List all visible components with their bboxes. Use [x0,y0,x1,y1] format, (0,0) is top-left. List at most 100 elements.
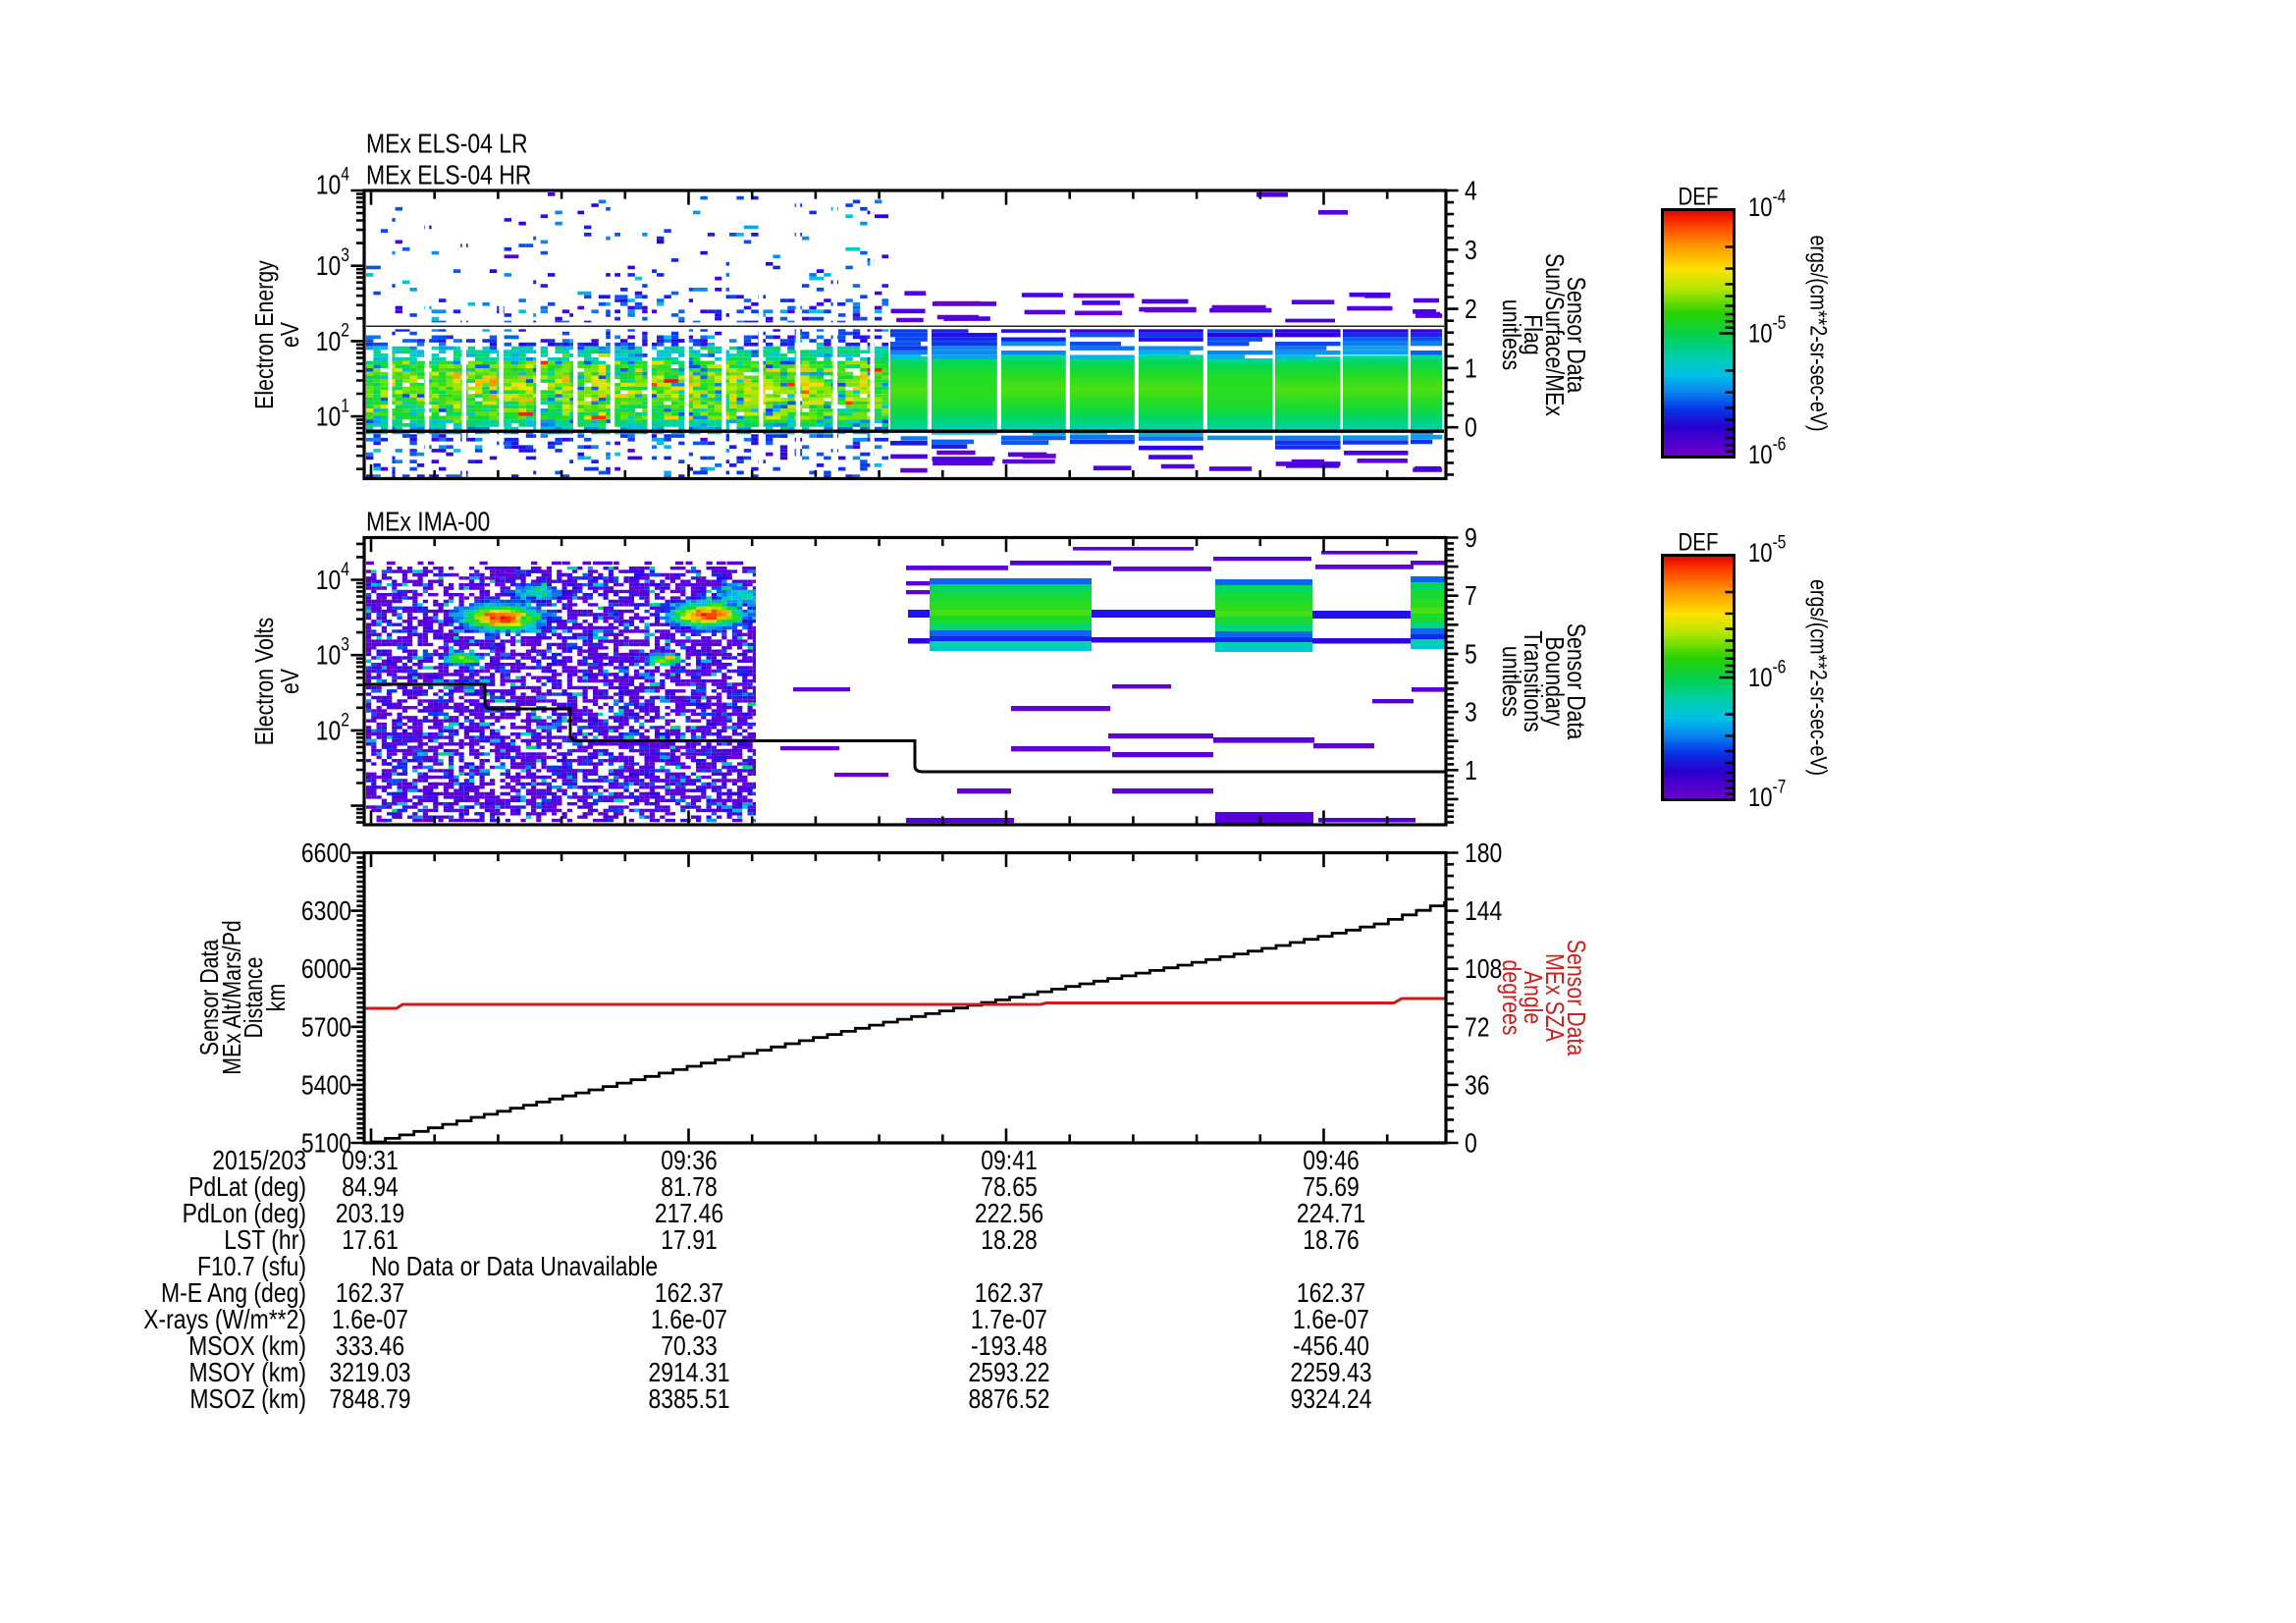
svg-text:10: 10 [1748,783,1773,812]
svg-text:09:36: 09:36 [661,1145,718,1175]
svg-text:3: 3 [1465,697,1477,728]
svg-text:203.19: 203.19 [336,1198,404,1228]
svg-text:eV: eV [275,668,304,694]
svg-text:10: 10 [1748,192,1773,222]
svg-text:5700: 5700 [301,1011,351,1042]
svg-text:10: 10 [316,640,342,671]
svg-text:LST (hr): LST (hr) [224,1224,306,1255]
svg-text:18.76: 18.76 [1303,1224,1360,1255]
svg-text:2259.43: 2259.43 [1291,1357,1372,1387]
svg-text:4: 4 [341,164,349,185]
svg-text:Sensor Data: Sensor Data [1562,623,1591,740]
svg-text:162.37: 162.37 [1297,1277,1365,1308]
svg-text:7: 7 [1465,580,1477,611]
svg-text:unitless: unitless [1497,299,1526,370]
svg-text:0: 0 [1465,1128,1477,1159]
svg-text:162.37: 162.37 [655,1277,723,1308]
svg-text:MSOY (km): MSOY (km) [189,1357,307,1387]
svg-text:17.91: 17.91 [661,1224,718,1255]
svg-text:1.6e-07: 1.6e-07 [1293,1304,1369,1334]
svg-text:-4: -4 [1773,188,1787,208]
svg-text:0: 0 [1465,412,1477,443]
svg-text:10: 10 [1748,663,1773,692]
svg-text:X-rays (W/m**2): X-rays (W/m**2) [143,1304,306,1334]
svg-text:9: 9 [1465,522,1477,553]
svg-text:Electron Volts: Electron Volts [249,618,279,745]
svg-text:MEx IMA-00: MEx IMA-00 [366,507,490,537]
svg-text:-7: -7 [1773,778,1787,798]
svg-text:333.46: 333.46 [336,1330,404,1361]
svg-text:1: 1 [341,396,349,416]
svg-text:3219.03: 3219.03 [330,1357,411,1387]
svg-text:162.37: 162.37 [975,1277,1043,1308]
svg-text:17.61: 17.61 [342,1224,399,1255]
svg-text:ergs/(cm**2-sr-sec-eV): ergs/(cm**2-sr-sec-eV) [1805,235,1832,431]
svg-text:8385.51: 8385.51 [649,1383,730,1414]
svg-text:-5: -5 [1773,533,1787,554]
svg-text:1.7e-07: 1.7e-07 [971,1304,1047,1334]
svg-text:Distance: Distance [239,957,268,1039]
svg-text:10: 10 [1748,319,1773,349]
svg-text:10: 10 [316,715,342,745]
svg-text:8876.52: 8876.52 [969,1383,1050,1414]
svg-text:10: 10 [316,170,342,200]
svg-text:Sensor Data: Sensor Data [1562,277,1591,394]
svg-text:DEF: DEF [1679,184,1719,211]
svg-text:3: 3 [341,635,349,656]
svg-text:degrees: degrees [1497,960,1526,1036]
svg-text:Flag: Flag [1519,314,1548,355]
svg-text:-6: -6 [1773,435,1787,456]
svg-text:Sun/Surface/MEx: Sun/Surface/MEx [1540,253,1570,416]
svg-text:9324.24: 9324.24 [1291,1383,1372,1414]
svg-text:1: 1 [1465,352,1477,383]
svg-text:10: 10 [316,565,342,595]
svg-text:81.78: 81.78 [661,1171,718,1202]
svg-text:10: 10 [316,326,342,356]
svg-text:-5: -5 [1773,313,1787,334]
svg-text:Electron Energy: Electron Energy [249,260,279,409]
svg-text:5400: 5400 [301,1069,351,1100]
svg-text:224.71: 224.71 [1297,1198,1365,1228]
svg-text:No Data or Data Unavailable: No Data or Data Unavailable [371,1251,658,1281]
svg-text:M-E Ang (deg): M-E Ang (deg) [161,1277,306,1308]
svg-text:Sensor Data: Sensor Data [1562,940,1591,1056]
svg-text:09:31: 09:31 [342,1145,399,1175]
svg-text:10: 10 [1748,440,1773,469]
svg-text:PdLon (deg): PdLon (deg) [183,1198,306,1228]
svg-text:MEx ELS-04 LR: MEx ELS-04 LR [366,129,528,159]
svg-text:2: 2 [341,710,349,730]
svg-text:F10.7 (sfu): F10.7 (sfu) [197,1251,306,1281]
svg-text:5: 5 [1465,638,1477,669]
svg-text:6300: 6300 [301,895,351,926]
svg-text:ergs/(cm**2-sr-sec-eV): ergs/(cm**2-sr-sec-eV) [1805,579,1832,776]
svg-text:1.6e-07: 1.6e-07 [332,1304,408,1334]
svg-text:-6: -6 [1773,658,1787,678]
svg-text:MSOX (km): MSOX (km) [188,1330,306,1361]
svg-text:78.65: 78.65 [981,1171,1038,1202]
svg-text:4: 4 [1465,176,1477,206]
svg-text:MEx ELS-04 HR: MEx ELS-04 HR [366,160,531,190]
svg-text:2593.22: 2593.22 [969,1357,1050,1387]
svg-text:18.28: 18.28 [981,1224,1038,1255]
svg-text:eV: eV [275,321,304,348]
svg-text:Angle: Angle [1519,971,1548,1025]
svg-text:Boundary: Boundary [1540,636,1570,726]
svg-text:1.6e-07: 1.6e-07 [651,1304,727,1334]
svg-text:6600: 6600 [301,838,351,868]
svg-text:5100: 5100 [301,1128,351,1159]
svg-text:3: 3 [341,245,349,266]
svg-text:6000: 6000 [301,953,351,984]
svg-text:-456.40: -456.40 [1293,1330,1369,1361]
svg-text:108: 108 [1465,953,1502,984]
svg-text:MEx SZA: MEx SZA [1540,953,1570,1043]
svg-text:10: 10 [316,250,342,281]
svg-text:10: 10 [1748,538,1773,568]
svg-text:144: 144 [1465,895,1502,926]
svg-text:84.94: 84.94 [342,1171,399,1202]
svg-text:180: 180 [1465,838,1502,868]
svg-text:2015/203: 2015/203 [212,1145,306,1175]
svg-text:MSOZ (km): MSOZ (km) [189,1383,306,1414]
svg-text:7848.79: 7848.79 [330,1383,411,1414]
svg-text:PdLat (deg): PdLat (deg) [188,1171,306,1202]
svg-text:72: 72 [1465,1011,1490,1042]
